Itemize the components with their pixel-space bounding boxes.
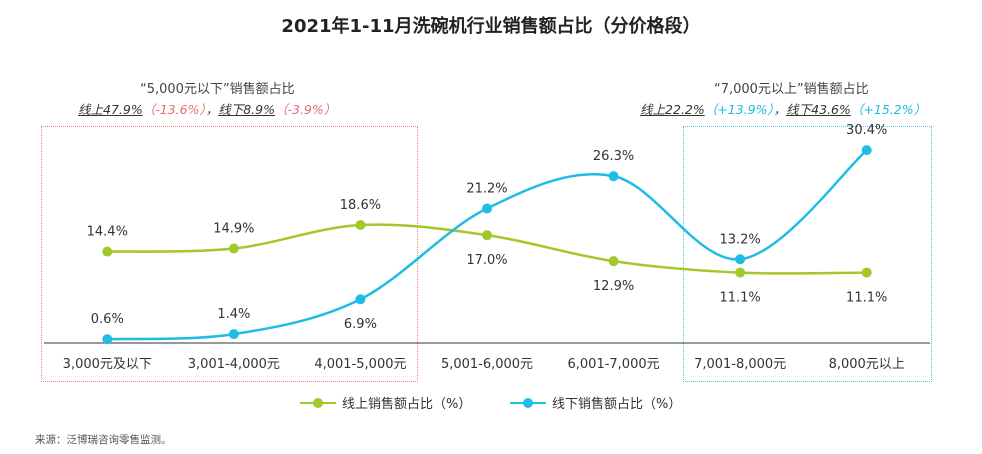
legend-label-offline: 线下销售额占比（%） xyxy=(552,397,682,412)
annotation-right-offline: 线下43.6% xyxy=(786,102,851,117)
data-label-online: 18.6% xyxy=(340,198,381,213)
annotation-right: “7,000元以上”销售额占比 线上22.2%（+13.9%），线下43.6%（… xyxy=(640,78,926,118)
legend-item-online: 线上销售额占比（%） xyxy=(300,393,471,412)
data-label-offline: 1.4% xyxy=(217,307,250,322)
data-point-online xyxy=(608,256,619,267)
annotation-left-offline: 线下8.9% xyxy=(218,102,275,117)
x-tick-label: 7,001-8,000元 xyxy=(694,357,786,372)
annotation-left-online: 线上47.9% xyxy=(78,102,143,117)
highlight-box-right xyxy=(683,126,932,382)
data-label-online: 11.1% xyxy=(846,291,887,306)
data-point-offline xyxy=(861,145,872,156)
legend: 线上销售额占比（%） 线下销售额占比（%） xyxy=(300,393,720,413)
legend-swatch-offline xyxy=(510,396,546,410)
data-point-offline xyxy=(482,203,492,214)
data-label-online: 12.9% xyxy=(593,279,634,294)
data-point-online xyxy=(861,267,872,278)
legend-item-offline: 线下销售额占比（%） xyxy=(510,393,681,412)
data-label-offline: 13.2% xyxy=(719,232,760,247)
annotation-right-online: 线上22.2% xyxy=(640,102,705,117)
legend-label-online: 线上销售额占比（%） xyxy=(342,397,472,412)
data-label-online: 14.4% xyxy=(87,225,128,240)
annotation-left: “5,000元以下”销售额占比 线上47.9%（-13.6%），线下8.9%（-… xyxy=(78,78,336,118)
chart-title: 2021年1-11月洗碗机行业销售额占比（分价格段） xyxy=(281,16,701,37)
annotation-right-online-change: （+13.9%） xyxy=(704,102,774,117)
data-label-offline: 30.4% xyxy=(846,123,887,138)
legend-swatch-online xyxy=(300,396,336,410)
annotation-left-online-change: （-13.6%） xyxy=(142,102,206,117)
annotation-left-detail: 线上47.9%（-13.6%），线下8.9%（-3.9%） xyxy=(78,99,336,118)
x-tick-label: 3,001-4,000元 xyxy=(188,357,280,372)
data-label-online: 17.0% xyxy=(466,253,507,268)
data-label-online: 14.9% xyxy=(213,221,254,236)
x-tick-label: 5,001-6,000元 xyxy=(441,357,533,372)
annotation-left-sep: ， xyxy=(205,102,219,117)
data-point-offline xyxy=(735,254,746,265)
data-point-online xyxy=(355,220,366,231)
data-point-offline xyxy=(102,334,113,345)
data-point-offline xyxy=(228,329,239,340)
data-label-offline: 0.6% xyxy=(91,312,124,327)
data-point-online xyxy=(482,230,492,241)
annotation-right-detail: 线上22.2%（+13.9%），线下43.6%（+15.2%） xyxy=(640,99,926,118)
data-label-offline: 6.9% xyxy=(344,317,377,332)
annotation-right-offline-change: （+15.2%） xyxy=(850,102,927,117)
data-label-offline: 26.3% xyxy=(593,149,634,164)
data-point-online xyxy=(735,267,746,278)
annotation-left-offline-change: （-3.9%） xyxy=(274,102,337,117)
x-tick-label: 4,001-5,000元 xyxy=(314,357,406,372)
data-point-online xyxy=(102,246,113,257)
x-tick-label: 8,000元以上 xyxy=(829,357,905,372)
annotation-right-heading: “7,000元以上”销售额占比 xyxy=(714,82,869,97)
data-point-offline xyxy=(608,171,619,182)
highlight-box-left xyxy=(41,126,418,382)
x-tick-label: 6,001-7,000元 xyxy=(568,357,660,372)
annotation-left-heading: “5,000元以下”销售额占比 xyxy=(140,82,295,97)
data-label-online: 11.1% xyxy=(719,291,760,306)
data-label-offline: 21.2% xyxy=(466,182,507,197)
source-note: 来源：泛博瑞咨询零售监测。 xyxy=(35,434,172,446)
data-point-online xyxy=(228,243,239,254)
annotation-right-sep: ， xyxy=(773,102,787,117)
data-point-offline xyxy=(355,294,366,305)
x-tick-label: 3,000元及以下 xyxy=(63,357,152,372)
